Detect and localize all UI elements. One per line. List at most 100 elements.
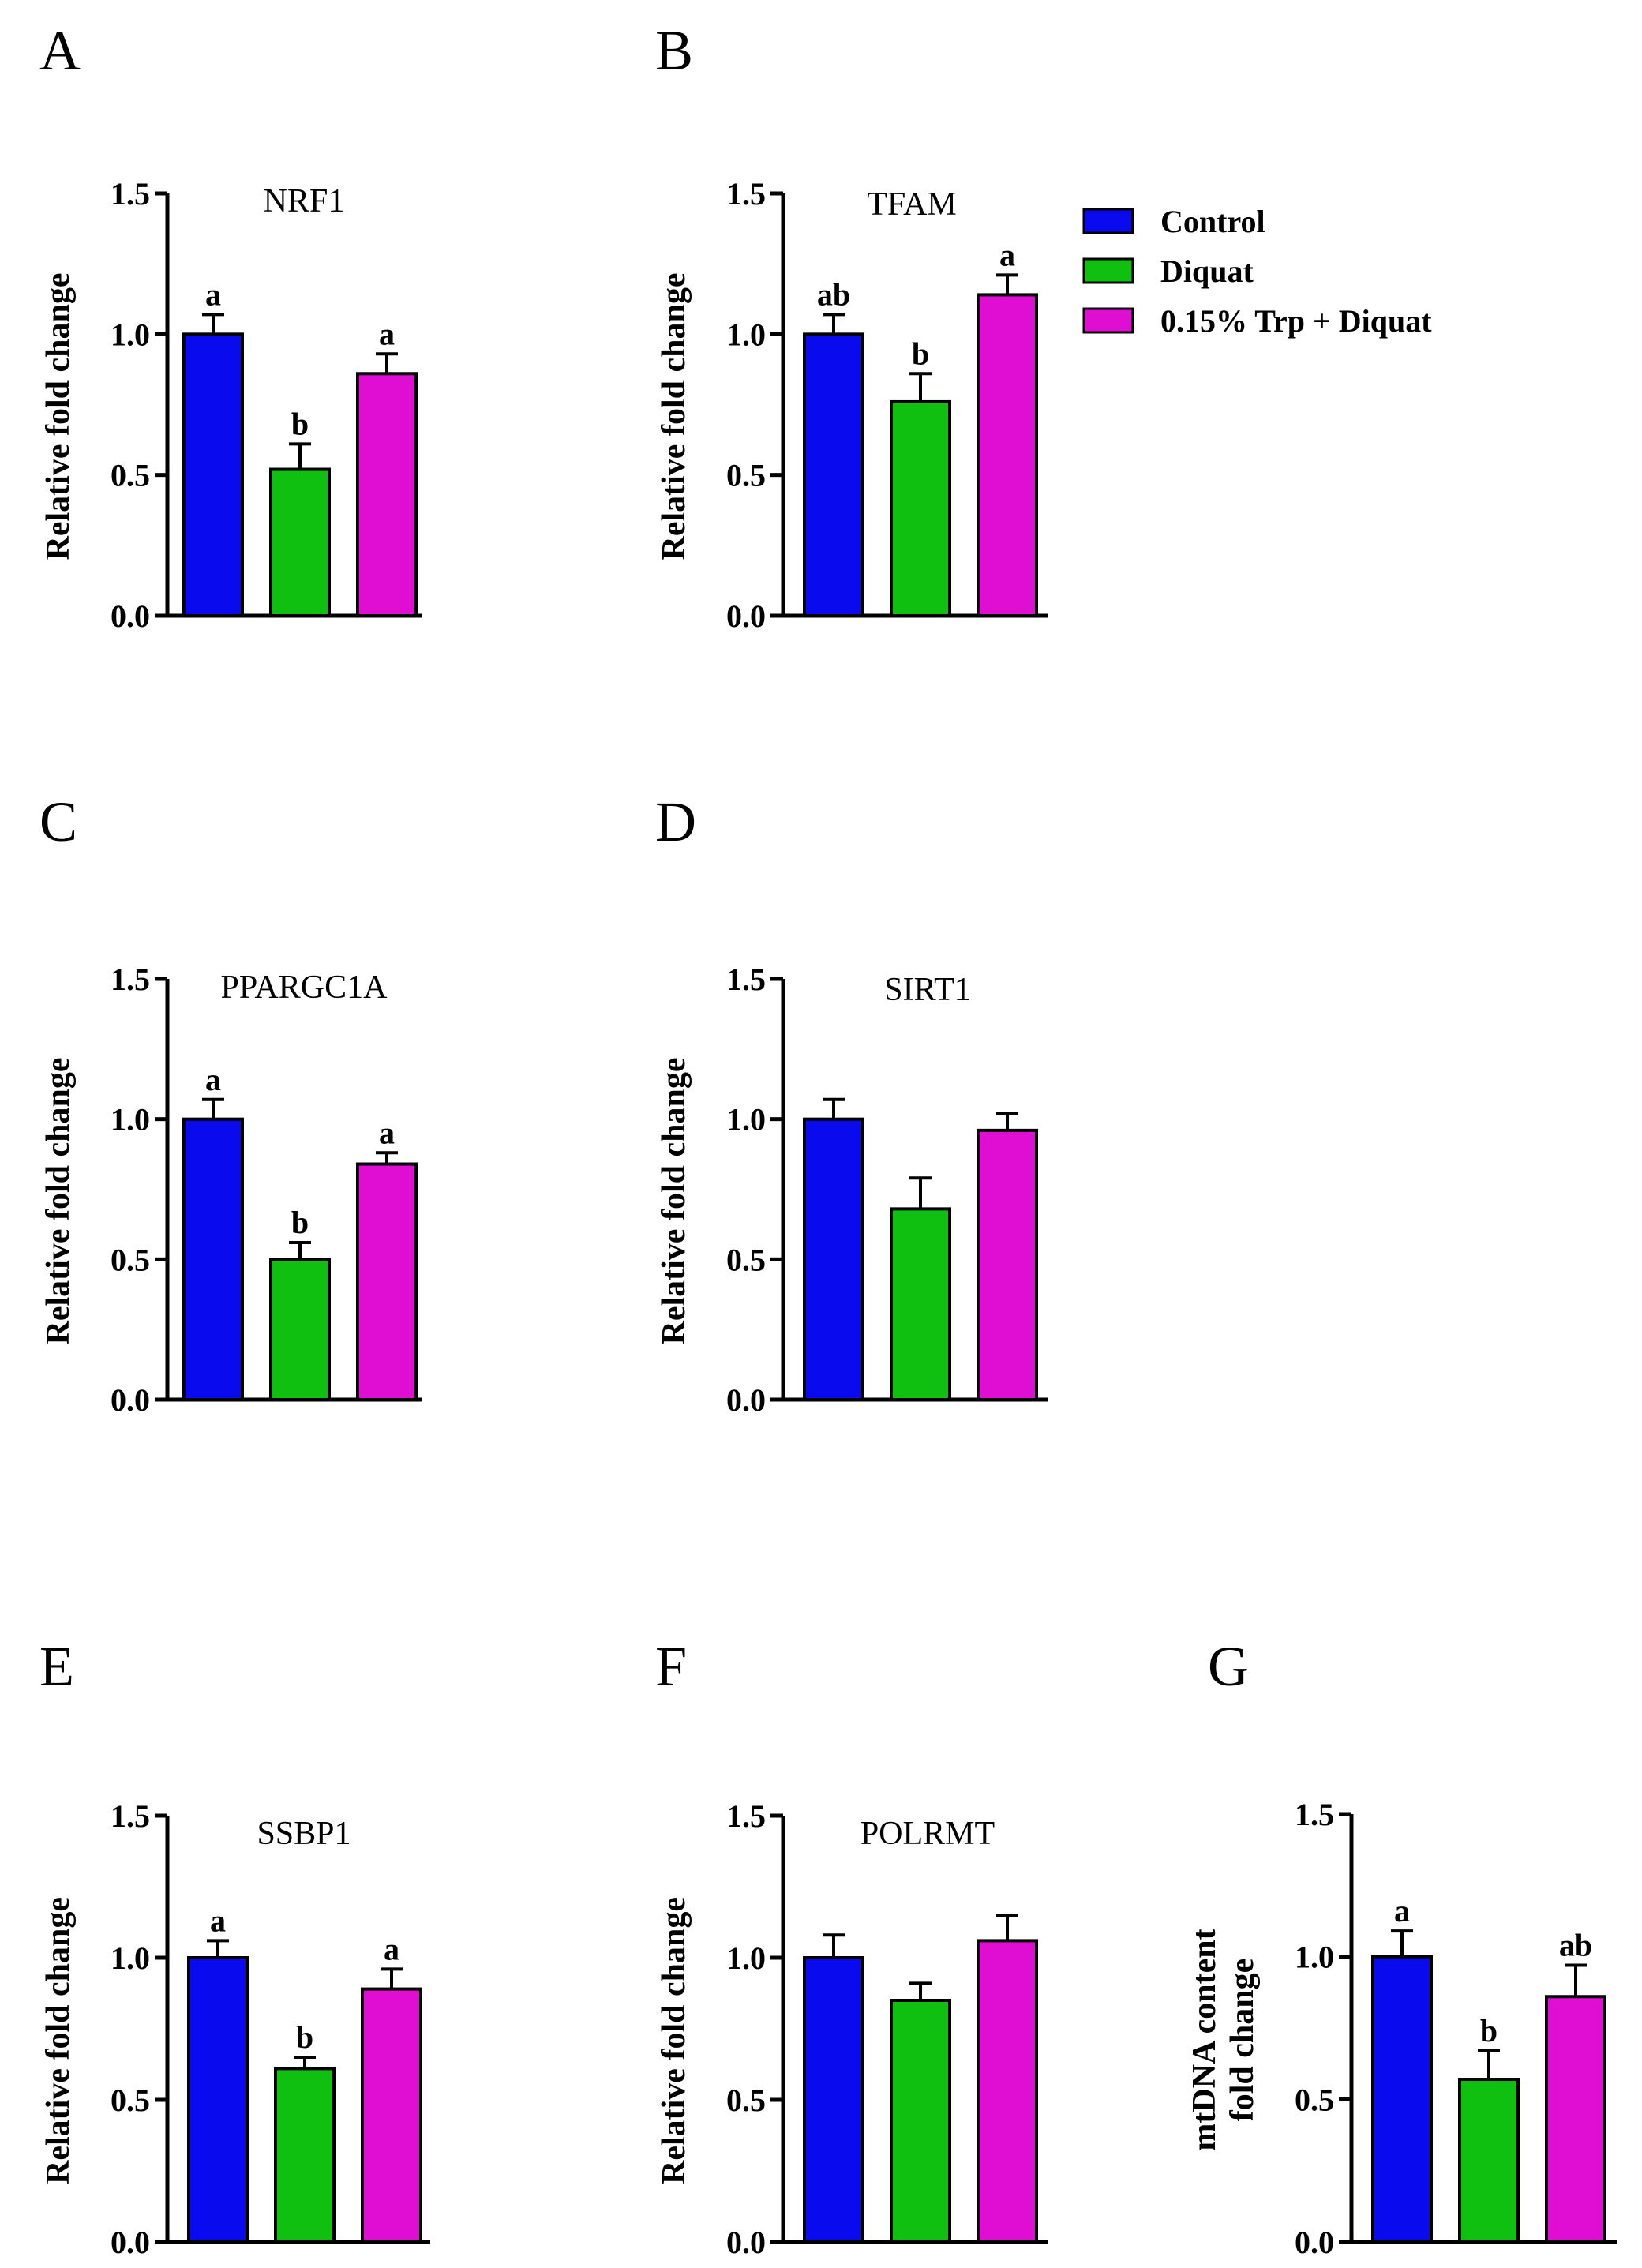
bar-0-15-trp-diquat xyxy=(356,372,418,617)
chart-panel-d: D SIRT1 0.0 0.5 1.0 1.5 Relative fold change xyxy=(655,790,1048,1418)
y-tick-label: 0.0 xyxy=(1295,2225,1334,2260)
panel-letter: C xyxy=(39,790,77,853)
legend-swatch xyxy=(1082,307,1134,334)
significance-label: ab xyxy=(1559,1928,1592,1963)
y-tick-label: 0.0 xyxy=(111,1382,150,1418)
y-axis-title: Relative fold change xyxy=(40,1897,77,2184)
panel-letter: F xyxy=(655,1635,687,1698)
bar-0-15-trp-diquat xyxy=(977,293,1038,617)
chart-title: SSBP1 xyxy=(257,1816,351,1852)
bar-0-15-trp-diquat xyxy=(977,1128,1038,1401)
bar-0-15-trp-diquat xyxy=(361,1987,422,2244)
bar-diquat xyxy=(274,2067,336,2244)
significance-label: a xyxy=(210,1902,226,1938)
y-tick-label: 0.5 xyxy=(111,1242,150,1277)
y-tick-label: 1.0 xyxy=(726,317,766,352)
y-tick-label: 0.5 xyxy=(726,2082,766,2118)
significance-label: a xyxy=(379,1115,395,1150)
significance-label: b xyxy=(291,406,309,441)
chart-panel-e: E SSBP1 0.0 0.5 1.0 1.5 Relative fold change a b… xyxy=(39,1635,430,2260)
panel-letter: A xyxy=(39,19,81,82)
bar-control xyxy=(182,1117,244,1401)
y-tick-label: 0.5 xyxy=(1295,2082,1334,2117)
legend-swatch xyxy=(1082,257,1134,284)
significance-label: ab xyxy=(817,276,850,312)
significance-label: a xyxy=(379,316,395,351)
bar-control xyxy=(187,1956,249,2244)
significance-label: a xyxy=(384,1931,399,1966)
panel-letter: B xyxy=(655,19,693,82)
bar-diquat xyxy=(890,1207,951,1401)
significance-label: b xyxy=(291,1205,309,1240)
y-tick-label: 1.0 xyxy=(726,1940,766,1976)
bar-0-15-trp-diquat xyxy=(977,1939,1038,2244)
y-tick-label: 1.5 xyxy=(111,1798,150,1834)
chart-title: PPARGC1A xyxy=(221,969,388,1006)
y-tick-label: 0.0 xyxy=(726,598,766,634)
bar-diquat xyxy=(269,1258,331,1402)
bar-control xyxy=(1371,1955,1433,2244)
chart-title: TFAM xyxy=(867,186,957,223)
bar-control xyxy=(803,1117,864,1401)
bar-diquat xyxy=(890,399,951,617)
y-tick-label: 1.0 xyxy=(111,317,150,352)
y-tick-label: 0.5 xyxy=(111,2082,150,2118)
y-axis-title: Relative fold change xyxy=(656,273,692,560)
y-tick-label: 0.0 xyxy=(726,2225,766,2260)
y-axis-title: mtDNA content xyxy=(1187,1929,1223,2150)
y-tick-label: 0.0 xyxy=(111,598,150,634)
legend-label: 0.15% Trp + Diquat xyxy=(1160,303,1432,339)
y-axis-title: Relative fold change xyxy=(656,1058,692,1345)
significance-label: b xyxy=(1480,2013,1498,2049)
y-tick-label: 1.5 xyxy=(726,176,766,212)
bar-control xyxy=(803,1956,864,2244)
y-axis-title: Relative fold change xyxy=(656,1897,692,2184)
y-tick-label: 1.5 xyxy=(726,962,766,997)
y-tick-label: 1.5 xyxy=(111,176,150,212)
bar-control xyxy=(803,332,864,617)
y-axis-title: Relative fold change xyxy=(40,1058,77,1345)
bar-diquat xyxy=(1458,2078,1520,2244)
chart-title: POLRMT xyxy=(860,1816,995,1852)
chart-panel-f: F POLRMT 0.0 0.5 1.0 1.5 Relative fold change xyxy=(655,1635,1048,2260)
legend-swatch xyxy=(1082,208,1134,234)
chart-panel-c: C PPARGC1A 0.0 0.5 1.0 1.5 Relative fold chang… xyxy=(39,790,422,1418)
y-tick-label: 0.5 xyxy=(111,458,150,493)
y-tick-label: 1.5 xyxy=(726,1798,766,1834)
significance-label: a xyxy=(205,1062,221,1097)
bar-control xyxy=(182,332,244,617)
y-tick-label: 0.0 xyxy=(111,2225,150,2260)
bar-diquat xyxy=(890,1999,951,2244)
y-tick-label: 1.0 xyxy=(111,1940,150,1976)
y-tick-label: 0.5 xyxy=(726,458,766,493)
y-tick-label: 1.0 xyxy=(1295,1940,1334,1975)
significance-label: b xyxy=(912,336,929,371)
y-tick-label: 0.5 xyxy=(726,1242,766,1277)
legend: Control Diquat 0.15% Trp + Diquat xyxy=(1082,204,1432,339)
panel-letter: G xyxy=(1208,1635,1249,1698)
chart-title: NRF1 xyxy=(264,183,345,219)
significance-label: a xyxy=(1394,1893,1410,1929)
y-tick-label: 1.0 xyxy=(726,1102,766,1138)
chart-title: SIRT1 xyxy=(884,972,971,1008)
y-tick-label: 1.5 xyxy=(1295,1797,1334,1832)
y-axis-title: fold change xyxy=(1224,1959,1261,2122)
y-tick-label: 0.0 xyxy=(726,1382,766,1418)
bar-diquat xyxy=(269,467,331,617)
y-tick-label: 1.0 xyxy=(111,1102,150,1138)
chart-panel-b: B TFAM 0.0 0.5 1.0 1.5 Relative fold change ab b… xyxy=(655,19,1048,634)
y-axis-title: Relative fold change xyxy=(40,273,77,560)
bar-0-15-trp-diquat xyxy=(356,1162,418,1402)
y-tick-label: 1.5 xyxy=(111,962,150,997)
chart-panel-a: A NRF1 0.0 0.5 1.0 1.5 Relative fold change a b a xyxy=(39,19,422,634)
significance-label: b xyxy=(296,2019,313,2055)
legend-label: Diquat xyxy=(1160,253,1254,289)
bar-0-15-trp-diquat xyxy=(1545,1995,1606,2244)
panel-letter: E xyxy=(39,1635,74,1698)
significance-label: a xyxy=(999,237,1015,272)
panel-letter: D xyxy=(655,790,696,853)
significance-label: a xyxy=(205,276,221,312)
legend-label: Control xyxy=(1160,204,1265,239)
